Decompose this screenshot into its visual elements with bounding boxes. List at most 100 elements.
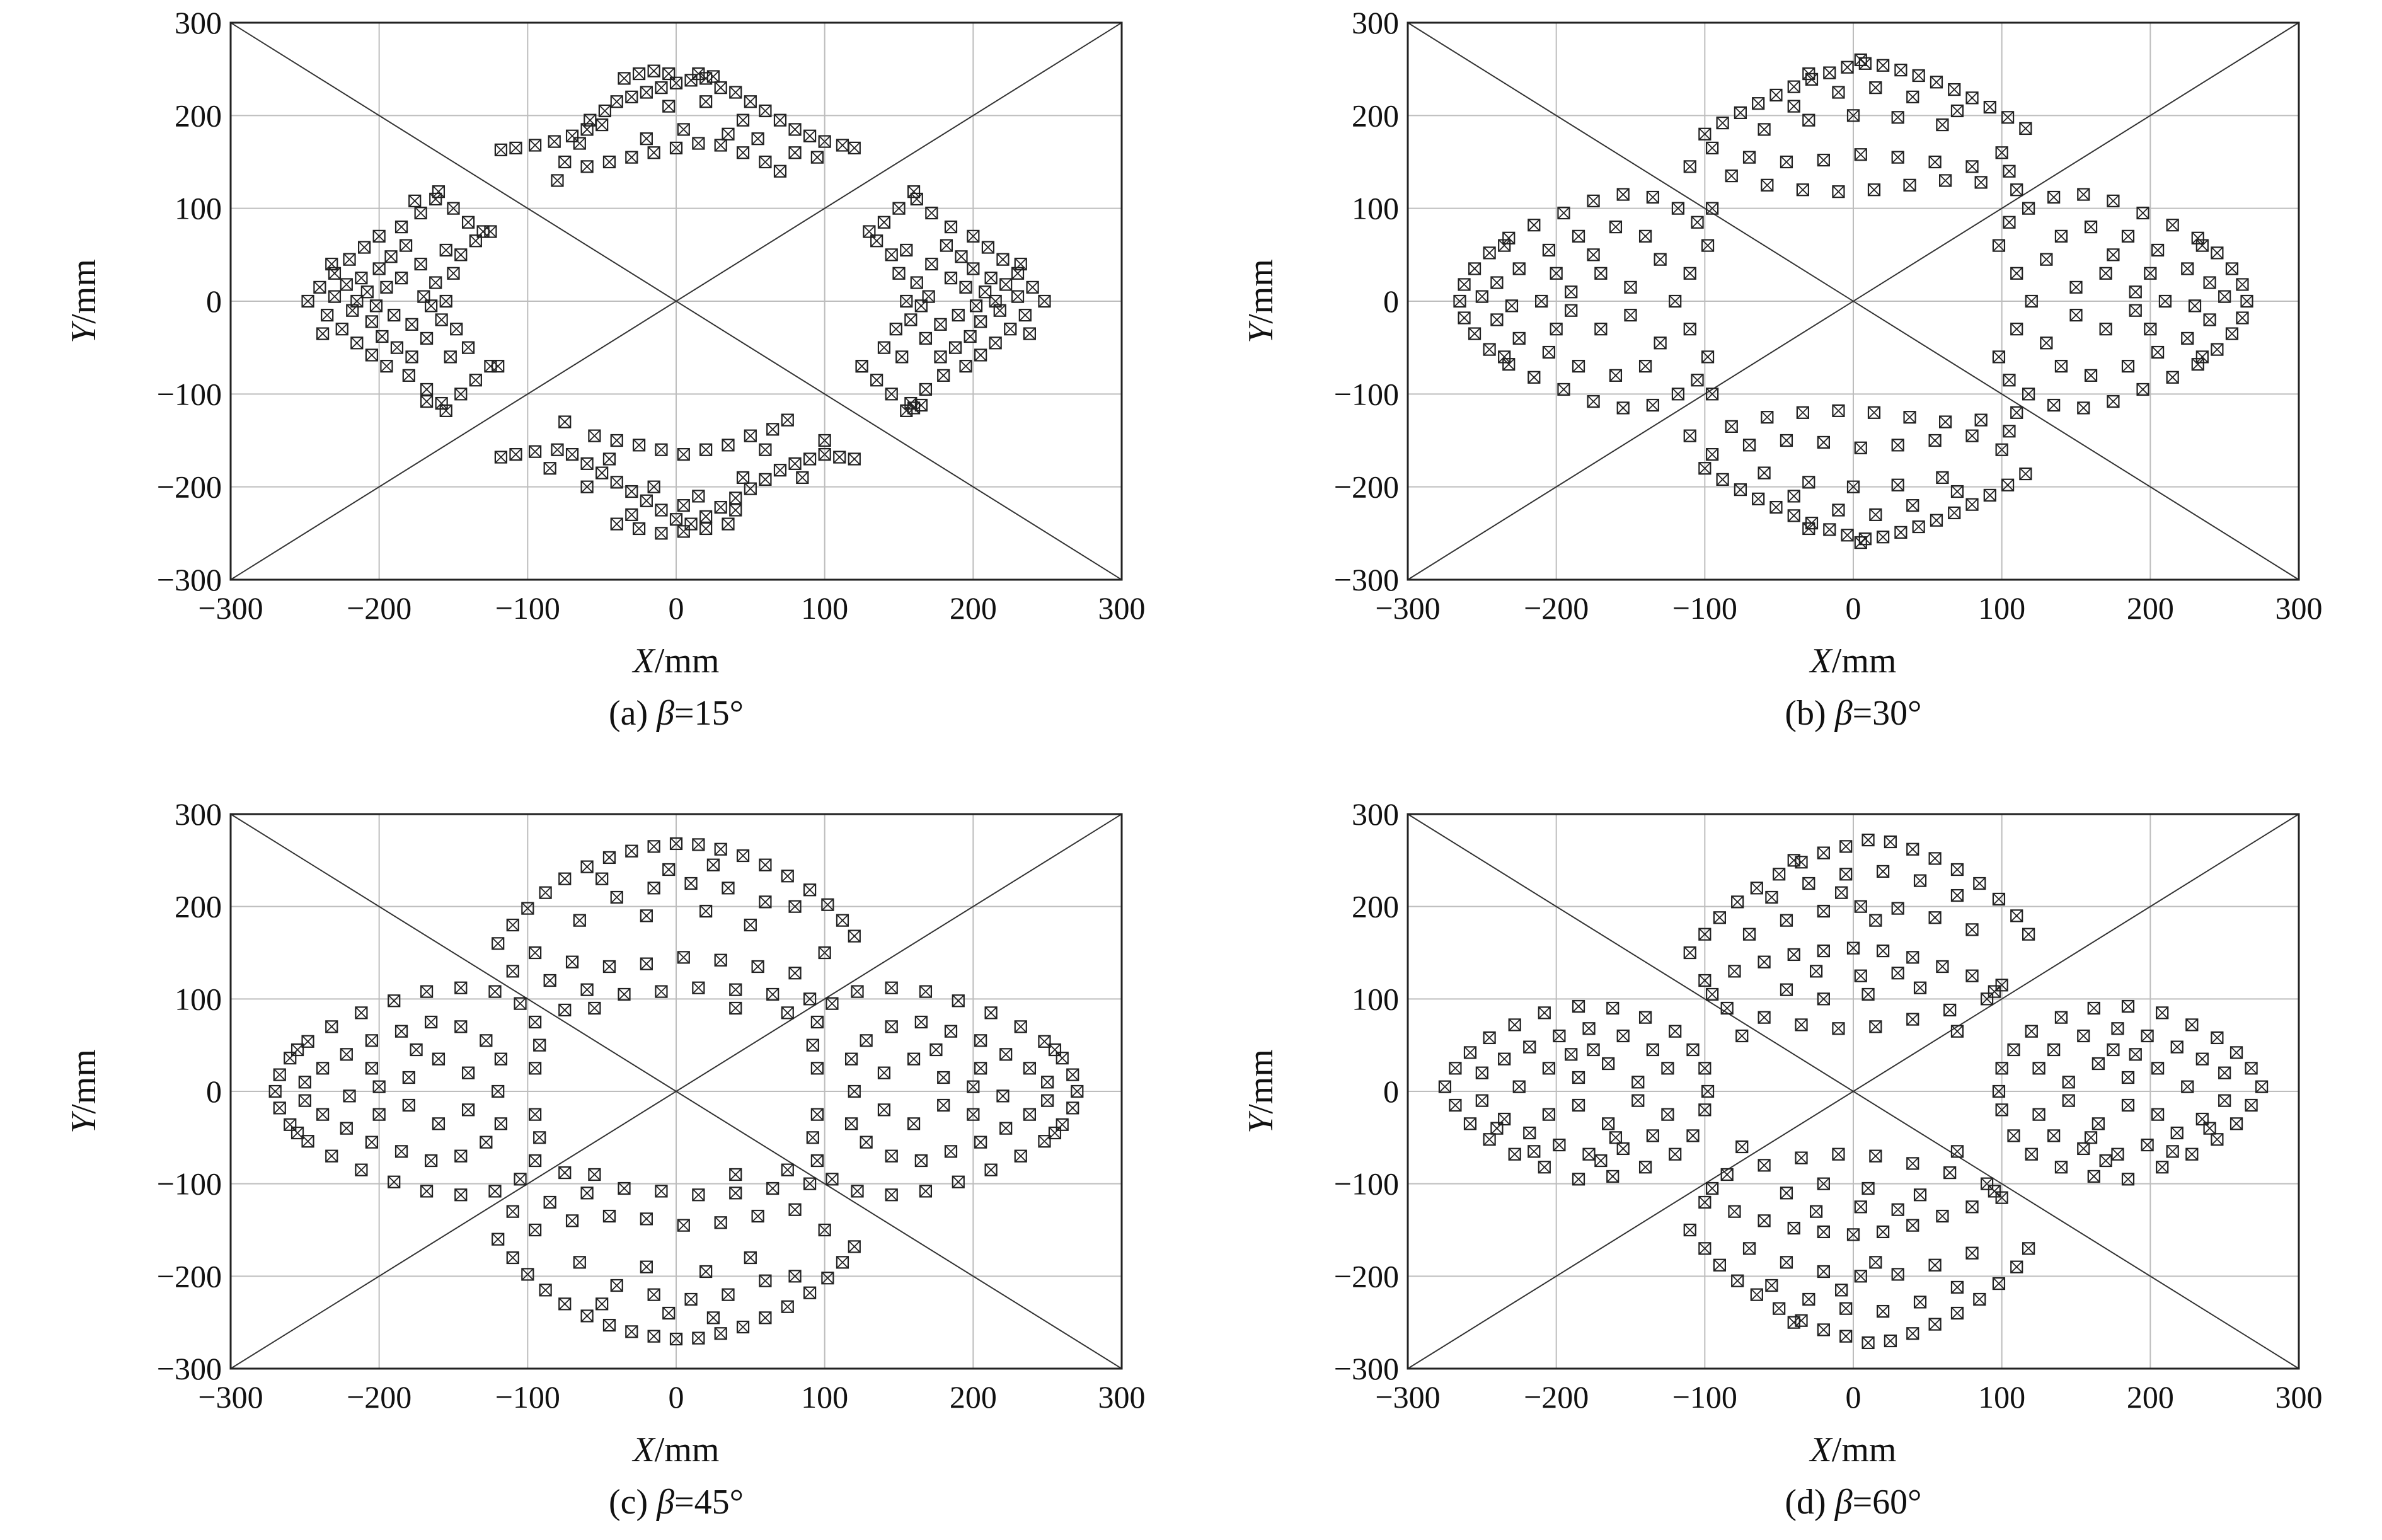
data-point-box (429, 192, 442, 206)
data-point-box (1498, 1112, 1511, 1126)
data-point-cross (514, 1173, 527, 1185)
data-point-box (2151, 243, 2165, 257)
data-point (692, 1188, 705, 1202)
data-point (618, 1181, 631, 1195)
data-point-cross (1735, 1141, 1748, 1153)
data-point-box (1038, 1135, 1051, 1148)
data-point (892, 202, 906, 215)
caption-suffix: =30° (1853, 694, 1922, 733)
data-point-cross (1509, 1018, 1521, 1031)
data-point (655, 443, 668, 456)
data-point-box (1587, 395, 1600, 408)
data-point-box (1594, 323, 1608, 336)
data-point-cross (625, 845, 638, 858)
data-point-box (1817, 904, 1830, 918)
data-point (2141, 1029, 2154, 1043)
data-point (2054, 360, 2068, 373)
data-point-cross (970, 299, 982, 313)
data-point (492, 1084, 505, 1098)
data-point (2151, 345, 2165, 359)
data-point-box (2111, 1022, 2124, 1035)
data-point (647, 1330, 660, 1343)
data-point-box (1616, 401, 1630, 415)
data-point-cross (1647, 399, 1659, 411)
data-point (2084, 369, 2098, 382)
data-point-cross (1587, 395, 1600, 408)
data-point-box (788, 1270, 802, 1283)
data-point (860, 1135, 873, 1149)
data-point-cross (1038, 295, 1051, 307)
data-point-box (291, 1043, 304, 1057)
data-point-box (974, 1062, 987, 1075)
data-point (974, 315, 987, 328)
data-point-box (826, 1173, 839, 1186)
data-point (268, 1084, 282, 1098)
data-point-box (1992, 1277, 2006, 1290)
data-point-box (494, 143, 508, 156)
data-point (964, 330, 977, 343)
data-point-box (1490, 276, 1504, 289)
data-point-box (1023, 327, 1036, 340)
data-point-cross (1996, 1192, 2008, 1204)
data-point-cross (848, 929, 861, 943)
data-point (2129, 285, 2142, 299)
data-point (959, 280, 972, 294)
data-point (365, 1135, 378, 1149)
data-point (1014, 1149, 1027, 1163)
data-point (1742, 928, 1756, 941)
data-point-cross (1939, 415, 1952, 428)
data-point (1550, 267, 1563, 280)
data-point (892, 267, 906, 280)
data-point (1928, 434, 1942, 447)
data-point-box (2211, 343, 2224, 356)
data-point-box (580, 160, 594, 173)
data-point-cross (529, 1224, 541, 1236)
data-point (1973, 876, 1986, 890)
data-point-cross (1936, 1210, 1949, 1222)
data-point (1646, 1043, 1659, 1057)
data-point-box (529, 1223, 542, 1237)
data-point (1038, 1135, 1051, 1148)
x-axis-unit: /mm (655, 1430, 720, 1469)
data-point-cross (878, 1067, 890, 1079)
data-point-box (1463, 1046, 1477, 1059)
data-point (967, 1080, 980, 1093)
data-point (1638, 1011, 1652, 1024)
data-point (1661, 1108, 1674, 1121)
data-point-box (1780, 983, 1793, 996)
data-point-cross (1847, 481, 1860, 493)
data-point (736, 849, 750, 863)
data-point-cross (2156, 1006, 2168, 1019)
data-point-box (699, 904, 713, 918)
data-point (2084, 1131, 2098, 1144)
data-point-box (1728, 965, 1741, 978)
data-point-box (388, 994, 401, 1008)
data-point-cross (885, 982, 898, 994)
data-point-box (316, 327, 330, 340)
data-point (2181, 262, 2194, 275)
caption-suffix: =15° (674, 694, 744, 733)
data-point-cross (403, 1071, 415, 1084)
data-point-cross (2047, 1043, 2060, 1056)
data-point-box (2069, 280, 2083, 294)
data-point (372, 229, 386, 243)
data-point (677, 499, 690, 512)
data-point-cross (2003, 425, 2016, 437)
data-point-cross (989, 336, 1002, 349)
data-point-box (836, 1256, 849, 1269)
data-point (1523, 1126, 1536, 1140)
data-point (706, 858, 720, 871)
data-point (803, 883, 817, 897)
data-point-cross (1041, 1076, 1054, 1088)
data-point-box (1758, 466, 1771, 480)
data-point-cross (1538, 1006, 1551, 1019)
data-point (1995, 979, 2008, 992)
data-point-box (1854, 1200, 1867, 1214)
data-point (610, 517, 623, 531)
data-point (1846, 109, 1860, 122)
y-tick-label: −100 (157, 1166, 222, 1202)
data-point-box (1538, 1006, 1551, 1020)
data-point-cross (2159, 295, 2172, 307)
data-point-box (677, 951, 690, 964)
data-point-box (1449, 1098, 1462, 1112)
